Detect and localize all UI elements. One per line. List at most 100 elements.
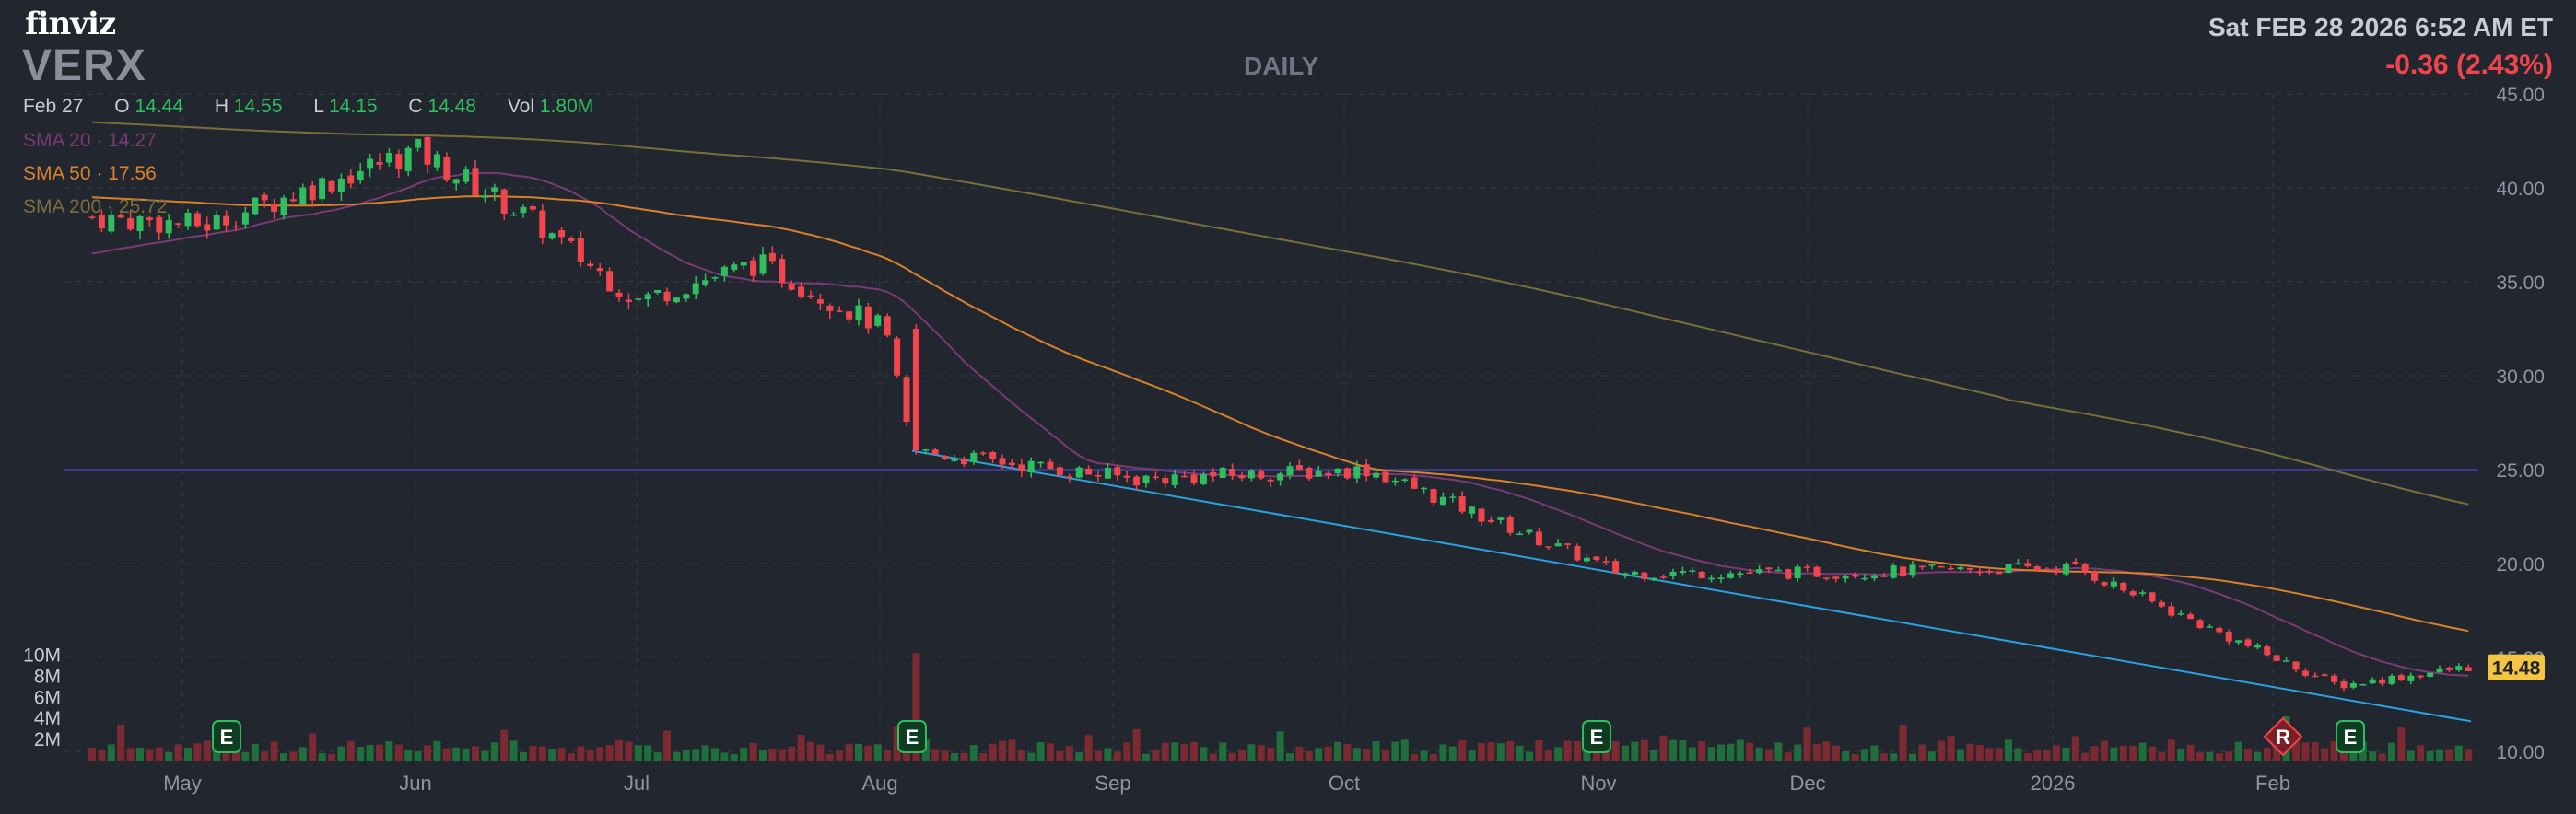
- y-tick-label: 25.00: [2496, 460, 2545, 482]
- volume-bar: [1995, 748, 2003, 761]
- volume-bar: [1966, 743, 1974, 761]
- candle-body: [452, 179, 460, 184]
- earnings-badge: [1582, 720, 1611, 753]
- volume-bar: [2378, 753, 2386, 761]
- last-price-tag: [2488, 654, 2545, 680]
- finviz-logo[interactable]: finviz: [25, 6, 116, 42]
- volume-tick-label: 2M: [34, 729, 61, 750]
- candle-body: [223, 215, 230, 226]
- candle-body: [2292, 661, 2300, 670]
- candle-body: [510, 214, 518, 216]
- candle-body: [1152, 476, 1159, 478]
- volume-bar: [2090, 746, 2099, 761]
- x-tick-label: Dec: [1789, 772, 1825, 795]
- volume-bar: [2292, 739, 2300, 761]
- earnings-marker[interactable]: E: [212, 720, 241, 753]
- candle-body: [644, 294, 651, 300]
- x-tick-label: Jun: [399, 772, 431, 795]
- candle-body: [108, 215, 115, 232]
- volume-bar: [1247, 744, 1256, 761]
- candle-body: [1554, 543, 1562, 547]
- candle-body: [1564, 543, 1572, 545]
- volume-bar: [634, 745, 642, 761]
- volume-bar: [2023, 753, 2032, 761]
- candle-body: [2149, 592, 2156, 602]
- candle-body: [319, 178, 326, 200]
- candle-body: [1957, 567, 1964, 570]
- candle-body: [1727, 573, 1734, 578]
- candle-body: [2235, 640, 2242, 643]
- volume-bar: [1640, 739, 1648, 761]
- volume-bar: [509, 740, 518, 761]
- candle-body: [165, 220, 172, 234]
- sma200-legend: SMA 200 · 25.72: [23, 196, 167, 218]
- candle-body: [1258, 471, 1265, 479]
- volume-bar: [1813, 743, 1821, 761]
- volume-bar: [2005, 739, 2012, 761]
- volume-bar: [1957, 749, 1964, 761]
- candle-body: [1928, 564, 1936, 566]
- candle-body: [836, 310, 843, 312]
- volume-bar: [107, 744, 115, 761]
- candle-body: [1822, 577, 1830, 579]
- volume-bar: [625, 741, 633, 761]
- earnings-marker[interactable]: E: [1582, 720, 1611, 753]
- sma50-label: SMA 50: [23, 163, 91, 184]
- volume-bar: [1794, 744, 1802, 761]
- candle-body: [1746, 572, 1753, 575]
- sma50-legend: SMA 50 · 17.56: [23, 163, 157, 185]
- candle-body: [2445, 667, 2453, 670]
- ticker-symbol: VERX: [22, 41, 146, 90]
- volume-bar: [1985, 748, 1994, 761]
- candle-body: [2091, 571, 2099, 581]
- candle-body: [2388, 675, 2395, 684]
- sma50-line: [91, 195, 2469, 633]
- volume-bar: [1267, 748, 1275, 761]
- candle-body: [1095, 475, 1102, 477]
- candle-body: [1900, 566, 1907, 576]
- volume-bar: [960, 752, 968, 761]
- candle-body: [1334, 468, 1341, 474]
- volume-bar: [1324, 746, 1332, 761]
- volume-bar: [1017, 750, 1025, 761]
- candle-body: [1353, 466, 1361, 479]
- volume-bar: [912, 653, 920, 761]
- candle-body: [548, 233, 556, 239]
- close-value: 14.48: [427, 96, 476, 117]
- volume-bar: [1870, 745, 1879, 761]
- volume-bar: [1746, 742, 1754, 761]
- volume-bar: [376, 744, 383, 761]
- volume-bar: [1832, 745, 1840, 761]
- candle-body: [433, 154, 440, 168]
- volume-bar: [749, 742, 757, 761]
- volume-bar: [357, 747, 365, 761]
- candle-body: [1315, 471, 1322, 477]
- volume-bar: [1113, 751, 1121, 761]
- x-tick-label: Sep: [1095, 772, 1130, 795]
- open-label: O: [114, 96, 130, 117]
- candle-body: [2427, 672, 2434, 677]
- candle-body: [1545, 546, 1552, 548]
- rating-marker[interactable]: R: [2263, 716, 2303, 757]
- volume-bar: [1861, 749, 1868, 761]
- volume-bar: [701, 745, 709, 761]
- candle-body: [472, 168, 479, 196]
- volume-bar: [1132, 728, 1141, 761]
- earnings-marker[interactable]: E: [897, 720, 927, 753]
- candle-body: [1391, 480, 1399, 483]
- candle-body: [1669, 571, 1677, 576]
- volume-bar: [2445, 749, 2453, 761]
- volume-bar: [1152, 750, 1160, 761]
- volume-bar: [951, 752, 958, 761]
- volume-bar: [1075, 752, 1083, 761]
- candle-body: [491, 187, 498, 192]
- volume-bar: [165, 751, 173, 761]
- candle-body: [798, 286, 805, 297]
- volume-tick-label: 8M: [34, 666, 61, 687]
- x-tick-label: Nov: [1580, 772, 1616, 795]
- candle-body: [2254, 645, 2261, 648]
- earnings-marker[interactable]: E: [2336, 720, 2365, 753]
- y-tick-label: 40.00: [2496, 179, 2545, 200]
